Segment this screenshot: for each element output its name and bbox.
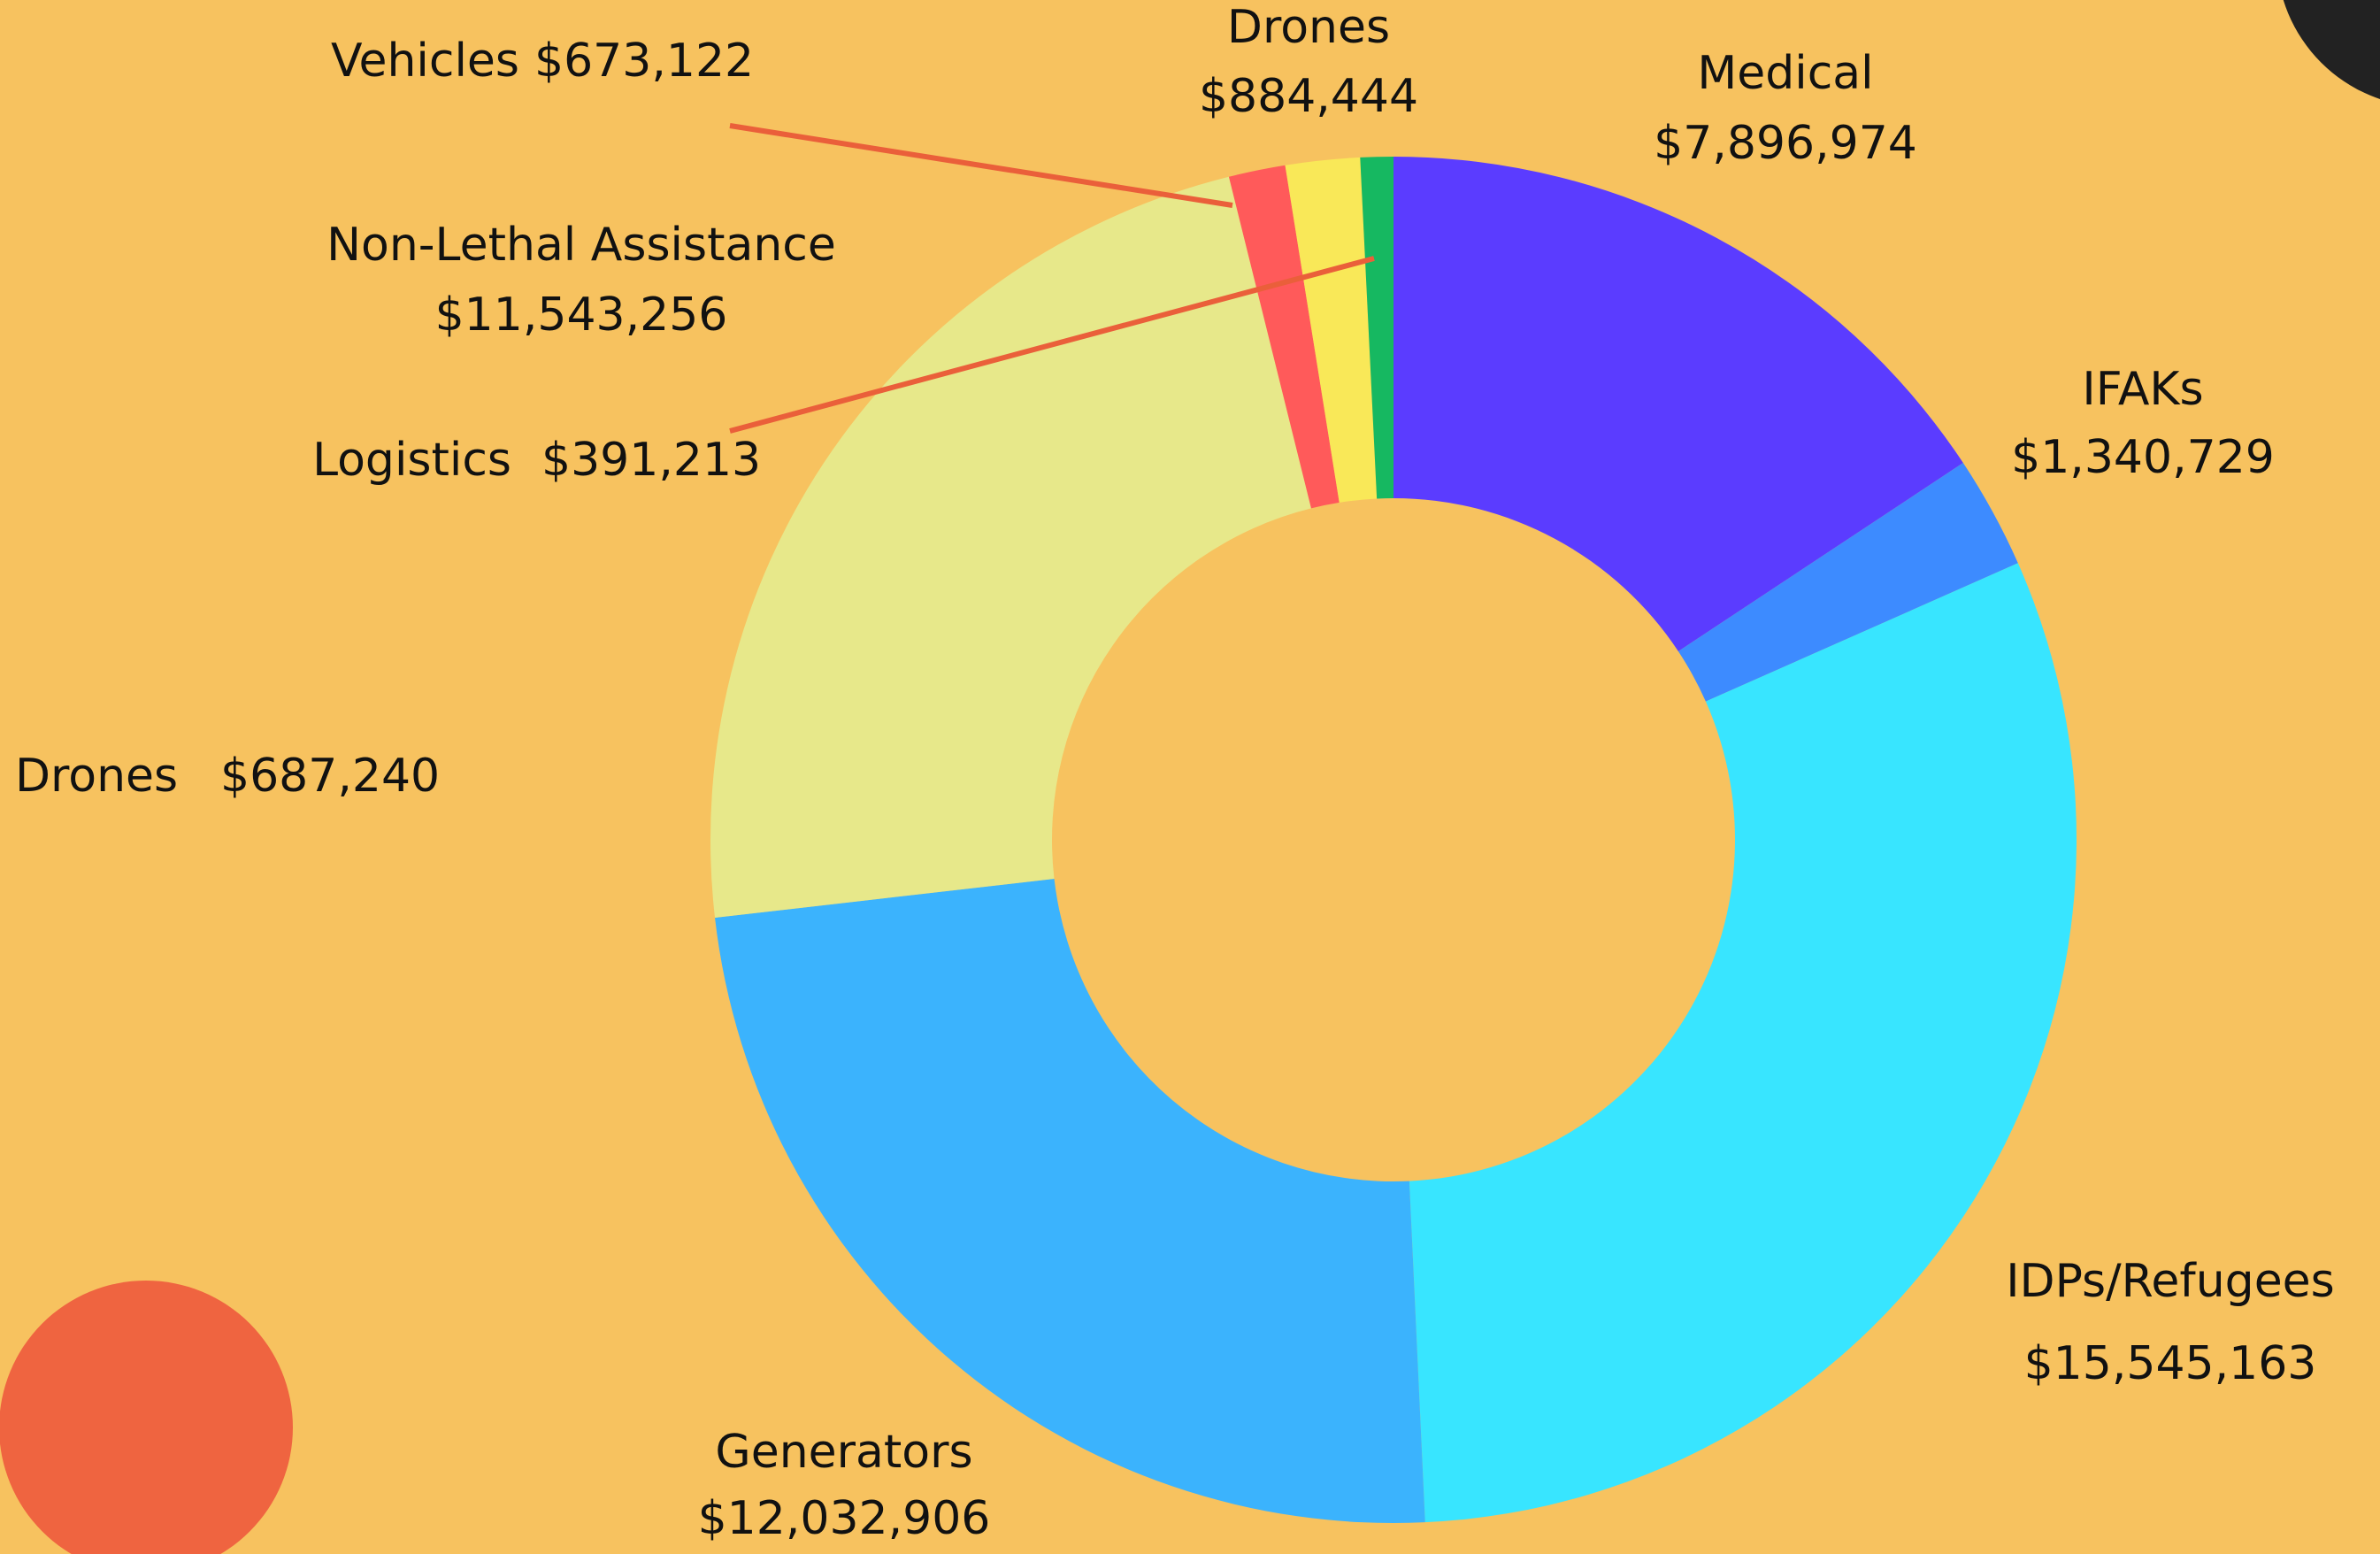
slice-label: IDPs/Refugees: [2006, 1255, 2335, 1308]
chart: Drones $687,240 Medical $7,896,974 IFAKs $1…: [0, 0, 2380, 1554]
slice-value-label: $391,213: [541, 434, 761, 487]
slice-label: Logistics: [312, 434, 511, 487]
slice-value-label: $12,032,906: [698, 1492, 991, 1545]
slice-label: Vehicles: [331, 35, 519, 88]
slice-label: Drones: [1227, 1, 1390, 54]
slice-label: Medical: [1697, 47, 1873, 100]
slice-value-label: $15,545,163: [2024, 1337, 2317, 1390]
slice-value-label: $7,896,974: [1654, 117, 1917, 170]
slice-value-label: $884,444: [1199, 70, 1418, 123]
slice-label: IFAKs: [2082, 363, 2203, 416]
slice-value-label: $1,340,729: [2011, 431, 2275, 484]
slice-value-label: $11,543,256: [435, 288, 728, 342]
slice-label: Non-Lethal Assistance: [326, 219, 836, 272]
annotation-value: $687,240: [220, 750, 440, 803]
slice-value-label: $673,122: [534, 35, 754, 88]
slice-label: Generators: [715, 1426, 972, 1479]
annotation-name: Drones: [15, 750, 178, 803]
